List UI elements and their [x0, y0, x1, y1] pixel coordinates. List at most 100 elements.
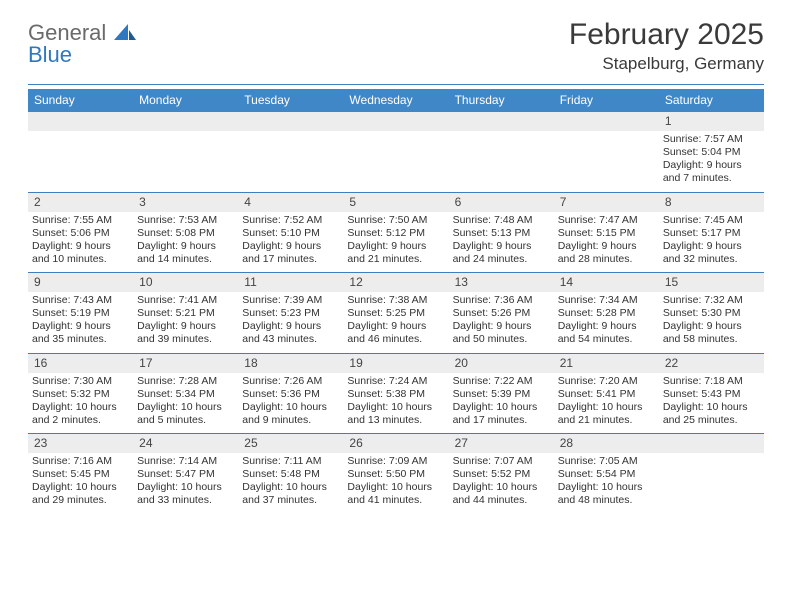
sunset-text: Sunset: 5:06 PM	[32, 227, 129, 240]
sunrise-text: Sunrise: 7:18 AM	[663, 375, 760, 388]
day-body: Sunrise: 7:47 AMSunset: 5:15 PMDaylight:…	[558, 214, 655, 267]
day-number-strip: 18	[238, 354, 343, 373]
day-body: Sunrise: 7:28 AMSunset: 5:34 PMDaylight:…	[137, 375, 234, 428]
day-number-strip: 4	[238, 193, 343, 212]
day-body: Sunrise: 7:36 AMSunset: 5:26 PMDaylight:…	[453, 294, 550, 347]
day-cell: 5Sunrise: 7:50 AMSunset: 5:12 PMDaylight…	[343, 193, 448, 273]
daylight-text: Daylight: 10 hours and 2 minutes.	[32, 401, 129, 427]
day-number: 8	[661, 195, 672, 209]
sunset-text: Sunset: 5:13 PM	[453, 227, 550, 240]
sunrise-text: Sunrise: 7:39 AM	[242, 294, 339, 307]
sunset-text: Sunset: 5:43 PM	[663, 388, 760, 401]
sunset-text: Sunset: 5:38 PM	[347, 388, 444, 401]
day-body: Sunrise: 7:50 AMSunset: 5:12 PMDaylight:…	[347, 214, 444, 267]
daylight-text: Daylight: 9 hours and 46 minutes.	[347, 320, 444, 346]
day-number: 10	[135, 275, 152, 289]
day-cell: 28Sunrise: 7:05 AMSunset: 5:54 PMDayligh…	[554, 434, 659, 514]
sunrise-text: Sunrise: 7:14 AM	[137, 455, 234, 468]
sunrise-text: Sunrise: 7:05 AM	[558, 455, 655, 468]
day-cell: 11Sunrise: 7:39 AMSunset: 5:23 PMDayligh…	[238, 273, 343, 353]
day-number-strip: 20	[449, 354, 554, 373]
daylight-text: Daylight: 9 hours and 54 minutes.	[558, 320, 655, 346]
daylight-text: Daylight: 9 hours and 39 minutes.	[137, 320, 234, 346]
day-number: 2	[30, 195, 41, 209]
day-of-week-header: Sunday Monday Tuesday Wednesday Thursday…	[28, 89, 764, 112]
sunrise-text: Sunrise: 7:34 AM	[558, 294, 655, 307]
dow-sun: Sunday	[28, 89, 133, 112]
day-number: 7	[556, 195, 567, 209]
day-number	[345, 114, 352, 128]
sunset-text: Sunset: 5:47 PM	[137, 468, 234, 481]
sunset-text: Sunset: 5:32 PM	[32, 388, 129, 401]
day-cell: 23Sunrise: 7:16 AMSunset: 5:45 PMDayligh…	[28, 434, 133, 514]
day-cell: 25Sunrise: 7:11 AMSunset: 5:48 PMDayligh…	[238, 434, 343, 514]
sunset-text: Sunset: 5:26 PM	[453, 307, 550, 320]
logo-word2: Blue	[28, 42, 72, 67]
day-number-strip: 27	[449, 434, 554, 453]
day-number-strip	[554, 112, 659, 131]
daylight-text: Daylight: 10 hours and 29 minutes.	[32, 481, 129, 507]
day-cell: 20Sunrise: 7:22 AMSunset: 5:39 PMDayligh…	[449, 354, 554, 434]
sunrise-text: Sunrise: 7:48 AM	[453, 214, 550, 227]
day-body: Sunrise: 7:48 AMSunset: 5:13 PMDaylight:…	[453, 214, 550, 267]
day-number-strip: 14	[554, 273, 659, 292]
title-block: February 2025 Stapelburg, Germany	[569, 18, 764, 74]
daylight-text: Daylight: 9 hours and 32 minutes.	[663, 240, 760, 266]
day-number-strip: 3	[133, 193, 238, 212]
day-number: 24	[135, 436, 152, 450]
day-cell: 10Sunrise: 7:41 AMSunset: 5:21 PMDayligh…	[133, 273, 238, 353]
day-number-strip: 26	[343, 434, 448, 453]
day-number-strip: 6	[449, 193, 554, 212]
day-number-strip: 2	[28, 193, 133, 212]
day-number: 22	[661, 356, 678, 370]
logo-text: General Blue	[28, 22, 136, 66]
daylight-text: Daylight: 10 hours and 25 minutes.	[663, 401, 760, 427]
day-cell	[28, 112, 133, 192]
sunset-text: Sunset: 5:48 PM	[242, 468, 339, 481]
day-body: Sunrise: 7:34 AMSunset: 5:28 PMDaylight:…	[558, 294, 655, 347]
daylight-text: Daylight: 9 hours and 21 minutes.	[347, 240, 444, 266]
day-cell: 2Sunrise: 7:55 AMSunset: 5:06 PMDaylight…	[28, 193, 133, 273]
day-cell: 12Sunrise: 7:38 AMSunset: 5:25 PMDayligh…	[343, 273, 448, 353]
sunrise-text: Sunrise: 7:43 AM	[32, 294, 129, 307]
day-cell	[659, 434, 764, 514]
daylight-text: Daylight: 10 hours and 33 minutes.	[137, 481, 234, 507]
day-number-strip: 10	[133, 273, 238, 292]
day-number-strip	[238, 112, 343, 131]
location: Stapelburg, Germany	[569, 54, 764, 74]
calendar: Sunday Monday Tuesday Wednesday Thursday…	[28, 89, 764, 514]
sunset-text: Sunset: 5:34 PM	[137, 388, 234, 401]
daylight-text: Daylight: 9 hours and 28 minutes.	[558, 240, 655, 266]
sunrise-text: Sunrise: 7:24 AM	[347, 375, 444, 388]
day-number: 18	[240, 356, 257, 370]
sunset-text: Sunset: 5:36 PM	[242, 388, 339, 401]
day-number-strip: 19	[343, 354, 448, 373]
sunset-text: Sunset: 5:52 PM	[453, 468, 550, 481]
day-number: 28	[556, 436, 573, 450]
sunrise-text: Sunrise: 7:26 AM	[242, 375, 339, 388]
daylight-text: Daylight: 9 hours and 24 minutes.	[453, 240, 550, 266]
day-number: 16	[30, 356, 47, 370]
weeks-container: 1Sunrise: 7:57 AMSunset: 5:04 PMDaylight…	[28, 112, 764, 514]
day-number-strip: 22	[659, 354, 764, 373]
day-cell: 17Sunrise: 7:28 AMSunset: 5:34 PMDayligh…	[133, 354, 238, 434]
sunset-text: Sunset: 5:12 PM	[347, 227, 444, 240]
day-cell: 8Sunrise: 7:45 AMSunset: 5:17 PMDaylight…	[659, 193, 764, 273]
daylight-text: Daylight: 10 hours and 37 minutes.	[242, 481, 339, 507]
daylight-text: Daylight: 10 hours and 9 minutes.	[242, 401, 339, 427]
day-number-strip: 11	[238, 273, 343, 292]
day-body: Sunrise: 7:53 AMSunset: 5:08 PMDaylight:…	[137, 214, 234, 267]
day-number-strip: 12	[343, 273, 448, 292]
day-number-strip: 9	[28, 273, 133, 292]
day-number: 12	[345, 275, 362, 289]
day-number	[30, 114, 37, 128]
day-body: Sunrise: 7:20 AMSunset: 5:41 PMDaylight:…	[558, 375, 655, 428]
sunset-text: Sunset: 5:21 PM	[137, 307, 234, 320]
day-body: Sunrise: 7:43 AMSunset: 5:19 PMDaylight:…	[32, 294, 129, 347]
sunrise-text: Sunrise: 7:38 AM	[347, 294, 444, 307]
day-body: Sunrise: 7:26 AMSunset: 5:36 PMDaylight:…	[242, 375, 339, 428]
day-number-strip: 13	[449, 273, 554, 292]
day-body: Sunrise: 7:32 AMSunset: 5:30 PMDaylight:…	[663, 294, 760, 347]
sunset-text: Sunset: 5:08 PM	[137, 227, 234, 240]
day-cell: 4Sunrise: 7:52 AMSunset: 5:10 PMDaylight…	[238, 193, 343, 273]
